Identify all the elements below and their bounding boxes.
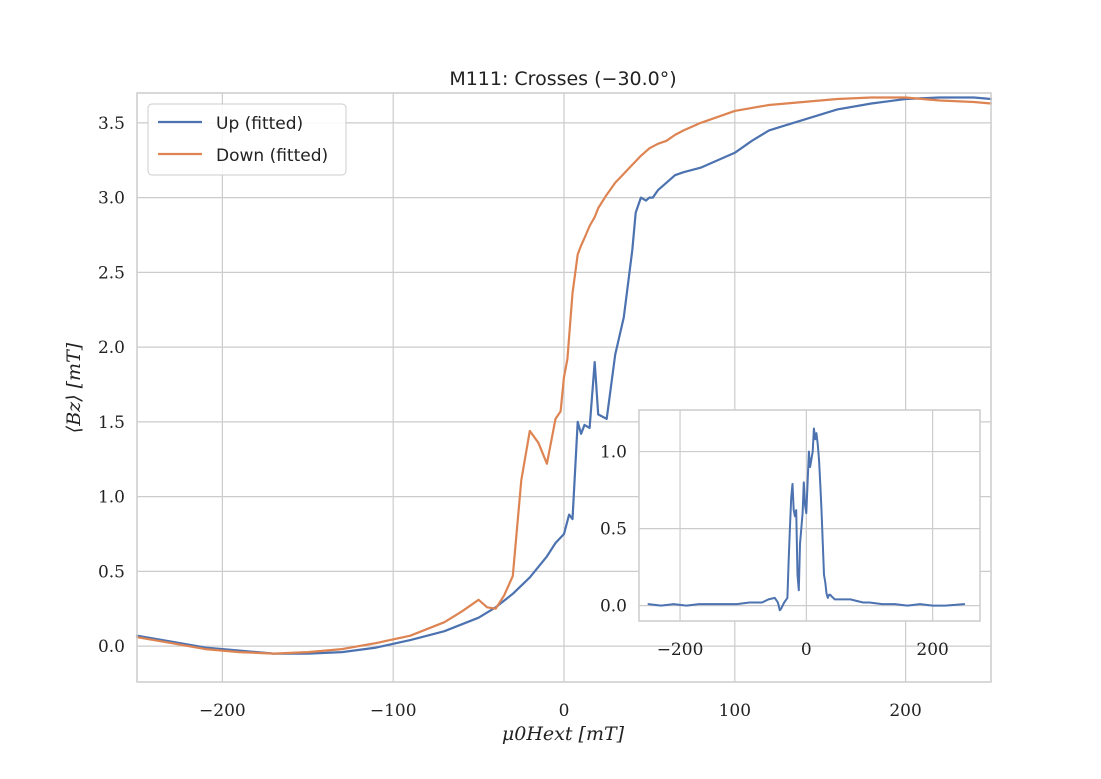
inset-series-line-0: [647, 427, 966, 612]
main-y-tick-label: 3.5: [98, 114, 125, 134]
inset-y-tick-label: 0.5: [600, 520, 627, 540]
inset-plot-frame: [638, 409, 981, 622]
main-y-tick-label: 2.0: [98, 338, 125, 358]
inset-background: [639, 410, 980, 621]
main-y-tick-label: 0.0: [98, 637, 125, 657]
main-y-tick-label: 3.0: [98, 189, 125, 209]
inset-y-tick-label: 0.0: [600, 597, 627, 617]
main-axes: −200 −100 0 100 200 0.0 0.5 1.0 1.5 2.0 2.5 3.0 3.5…: [63, 68, 993, 745]
main-x-tick-labels: −200 −100 0 100 200: [199, 701, 922, 721]
main-y-tick-labels: 0.0 0.5 1.0 1.5 2.0 2.5 3.0 3.5: [98, 114, 125, 657]
main-series: [135, 96, 993, 655]
main-series-line-1: [135, 96, 993, 655]
main-y-tick-label: 1.5: [98, 413, 125, 433]
y-axis-label: ⟨Bz⟩ [mT]: [63, 342, 85, 433]
main-x-tick-label: −100: [370, 701, 417, 721]
inset-x-tick-label: 0: [801, 640, 812, 660]
inset-x-tick-label: −200: [657, 640, 704, 660]
inset-y-tick-labels: 0.0 0.5 1.0: [600, 443, 627, 617]
inset-series: [647, 427, 966, 612]
main-x-tick-label: 100: [719, 701, 751, 721]
main-series-line-0: [135, 96, 993, 655]
legend-label-down: Down (fitted): [216, 146, 328, 166]
main-y-tick-label: 0.5: [98, 562, 125, 582]
inset-axes: −200 0 200 0.0 0.5 1.0: [600, 409, 981, 660]
main-x-tick-label: 200: [889, 701, 921, 721]
chart-title: M111: Crosses (−30.0°): [449, 68, 676, 90]
main-x-tick-label: 0: [559, 701, 570, 721]
inset-x-tick-label: 200: [916, 640, 948, 660]
inset-x-tick-labels: −200 0 200: [657, 640, 949, 660]
main-y-tick-label: 2.5: [98, 263, 125, 283]
main-y-tick-label: 1.0: [98, 488, 125, 508]
main-x-tick-label: −200: [199, 701, 246, 721]
inset-y-tick-label: 1.0: [600, 443, 627, 463]
legend: Up (fitted) Down (fitted): [147, 103, 347, 176]
x-axis-label: μ0Hext [mT]: [502, 723, 625, 745]
main-plot-frame: [136, 92, 992, 683]
legend-label-up: Up (fitted): [216, 114, 303, 134]
